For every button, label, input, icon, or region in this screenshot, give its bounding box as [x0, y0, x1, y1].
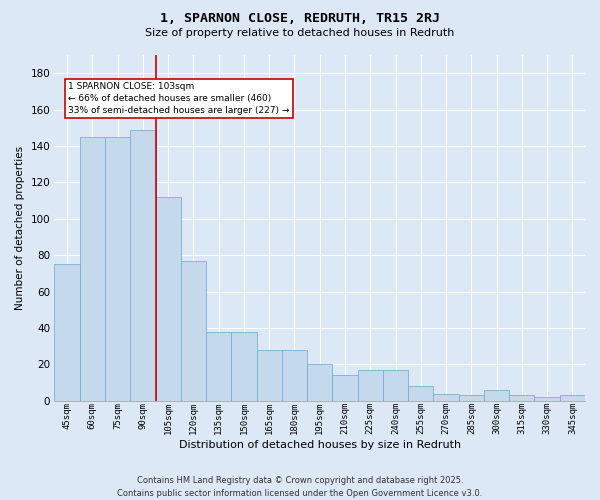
- Bar: [458, 396, 484, 401]
- Bar: [408, 386, 433, 401]
- Y-axis label: Number of detached properties: Number of detached properties: [15, 146, 25, 310]
- X-axis label: Distribution of detached houses by size in Redruth: Distribution of detached houses by size …: [179, 440, 461, 450]
- Bar: [257, 350, 282, 401]
- Text: 1 SPARNON CLOSE: 103sqm
← 66% of detached houses are smaller (460)
33% of semi-d: 1 SPARNON CLOSE: 103sqm ← 66% of detache…: [68, 82, 290, 115]
- Bar: [80, 137, 105, 401]
- Bar: [358, 370, 383, 401]
- Bar: [282, 350, 307, 401]
- Text: Size of property relative to detached houses in Redruth: Size of property relative to detached ho…: [145, 28, 455, 38]
- Bar: [560, 396, 585, 401]
- Bar: [383, 370, 408, 401]
- Text: Contains HM Land Registry data © Crown copyright and database right 2025.
Contai: Contains HM Land Registry data © Crown c…: [118, 476, 482, 498]
- Bar: [307, 364, 332, 401]
- Bar: [55, 264, 80, 401]
- Bar: [332, 376, 358, 401]
- Bar: [232, 332, 257, 401]
- Bar: [181, 260, 206, 401]
- Bar: [509, 396, 535, 401]
- Bar: [105, 137, 130, 401]
- Bar: [206, 332, 232, 401]
- Text: 1, SPARNON CLOSE, REDRUTH, TR15 2RJ: 1, SPARNON CLOSE, REDRUTH, TR15 2RJ: [160, 12, 440, 26]
- Bar: [155, 197, 181, 401]
- Bar: [484, 390, 509, 401]
- Bar: [535, 397, 560, 401]
- Bar: [130, 130, 155, 401]
- Bar: [433, 394, 458, 401]
